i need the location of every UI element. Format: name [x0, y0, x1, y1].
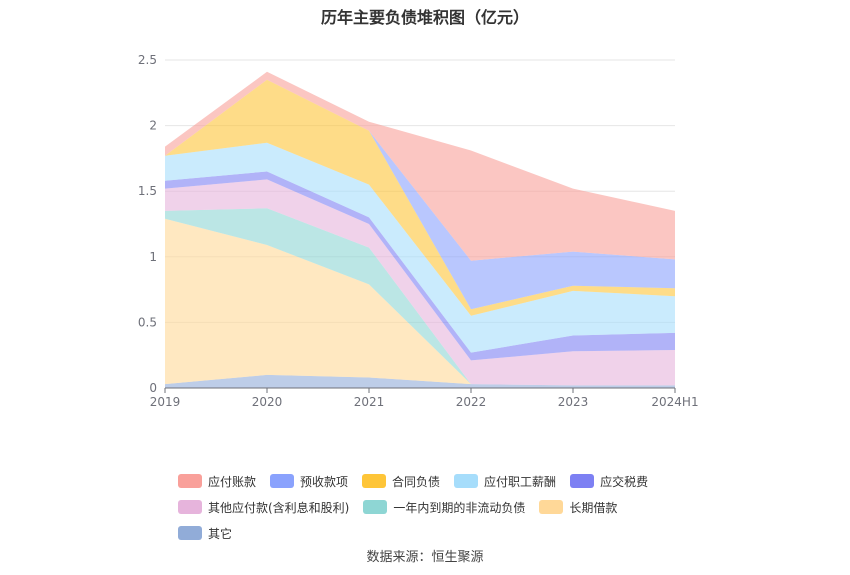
area-series[interactable] — [165, 142, 675, 353]
legend-item[interactable]: 长期借款 — [539, 498, 617, 516]
x-tick-label: 2019 — [150, 395, 181, 409]
legend-label: 一年内到期的非流动负债 — [393, 500, 526, 515]
legend-label: 应付账款 — [208, 474, 257, 489]
legend-swatch — [178, 474, 202, 488]
legend-item[interactable]: 合同负债 — [362, 472, 440, 490]
area-series[interactable] — [165, 218, 675, 386]
y-tick-label: 0 — [149, 381, 157, 395]
area-chart: 0 0.5 1 1.5 2 2.5 2019 2020 2021 2022 2023 2024H1 — [138, 53, 699, 409]
legend-swatch — [454, 474, 479, 488]
legend-item[interactable]: 预收款项 — [270, 472, 348, 490]
area-series[interactable] — [165, 179, 675, 386]
legend-label: 长期借款 — [569, 500, 618, 515]
legend-swatch — [362, 474, 387, 488]
legend-item[interactable]: 应付职工薪酬 — [454, 472, 556, 490]
legend-swatch — [363, 500, 388, 514]
area-series[interactable] — [165, 171, 675, 361]
x-tick-label: 2020 — [252, 395, 283, 409]
y-tick-label: 2.5 — [138, 53, 157, 67]
y-tick-label: 0.5 — [138, 315, 157, 329]
legend-item[interactable]: 一年内到期的非流动负债 — [363, 498, 525, 516]
legend-swatch — [570, 474, 595, 488]
legend-swatch — [270, 474, 295, 488]
data-source: 数据来源：恒生聚源 — [366, 550, 484, 565]
y-tick-label: 1 — [149, 250, 157, 264]
x-tick-label: 2023 — [558, 395, 589, 409]
legend-label: 应付职工薪酬 — [484, 474, 557, 489]
legend-label: 其他应付款(含利息和股利) — [208, 500, 350, 515]
area-series[interactable] — [165, 71, 675, 261]
axes: 0 0.5 1 1.5 2 2.5 2019 2020 2021 2022 2023 2024H1 — [138, 53, 699, 409]
x-tick-label: 2024H1 — [651, 395, 698, 409]
legend-swatch — [539, 500, 564, 514]
legend-item[interactable]: 应交税费 — [570, 472, 648, 490]
legend-swatch — [178, 526, 202, 540]
legend-label: 应交税费 — [600, 474, 649, 489]
legend-label: 合同负债 — [392, 474, 441, 489]
area-series[interactable] — [165, 79, 675, 310]
stacked-areas — [165, 71, 675, 388]
legend-label: 预收款项 — [300, 474, 349, 489]
x-tick-label: 2021 — [354, 395, 385, 409]
area-series[interactable] — [165, 79, 675, 316]
legend-swatch — [178, 500, 202, 514]
y-tick-label: 1.5 — [138, 184, 157, 198]
y-tick-label: 2 — [149, 119, 157, 133]
legend: 应付账款 预收款项 合同负债 应付职工薪酬 应交税费其他应付款(含利息和股利) 一年内到期… — [178, 472, 698, 542]
legend-label: 其它 — [208, 526, 233, 541]
area-series[interactable] — [165, 374, 675, 388]
legend-item[interactable]: 其他应付款(含利息和股利) — [178, 498, 349, 516]
area-series[interactable] — [165, 208, 675, 386]
x-tick-label: 2022 — [456, 395, 487, 409]
legend-item[interactable]: 其它 — [178, 524, 232, 542]
legend-item[interactable]: 应付账款 — [178, 472, 256, 490]
chart-title: 历年主要负债堆积图（亿元） — [320, 8, 529, 27]
